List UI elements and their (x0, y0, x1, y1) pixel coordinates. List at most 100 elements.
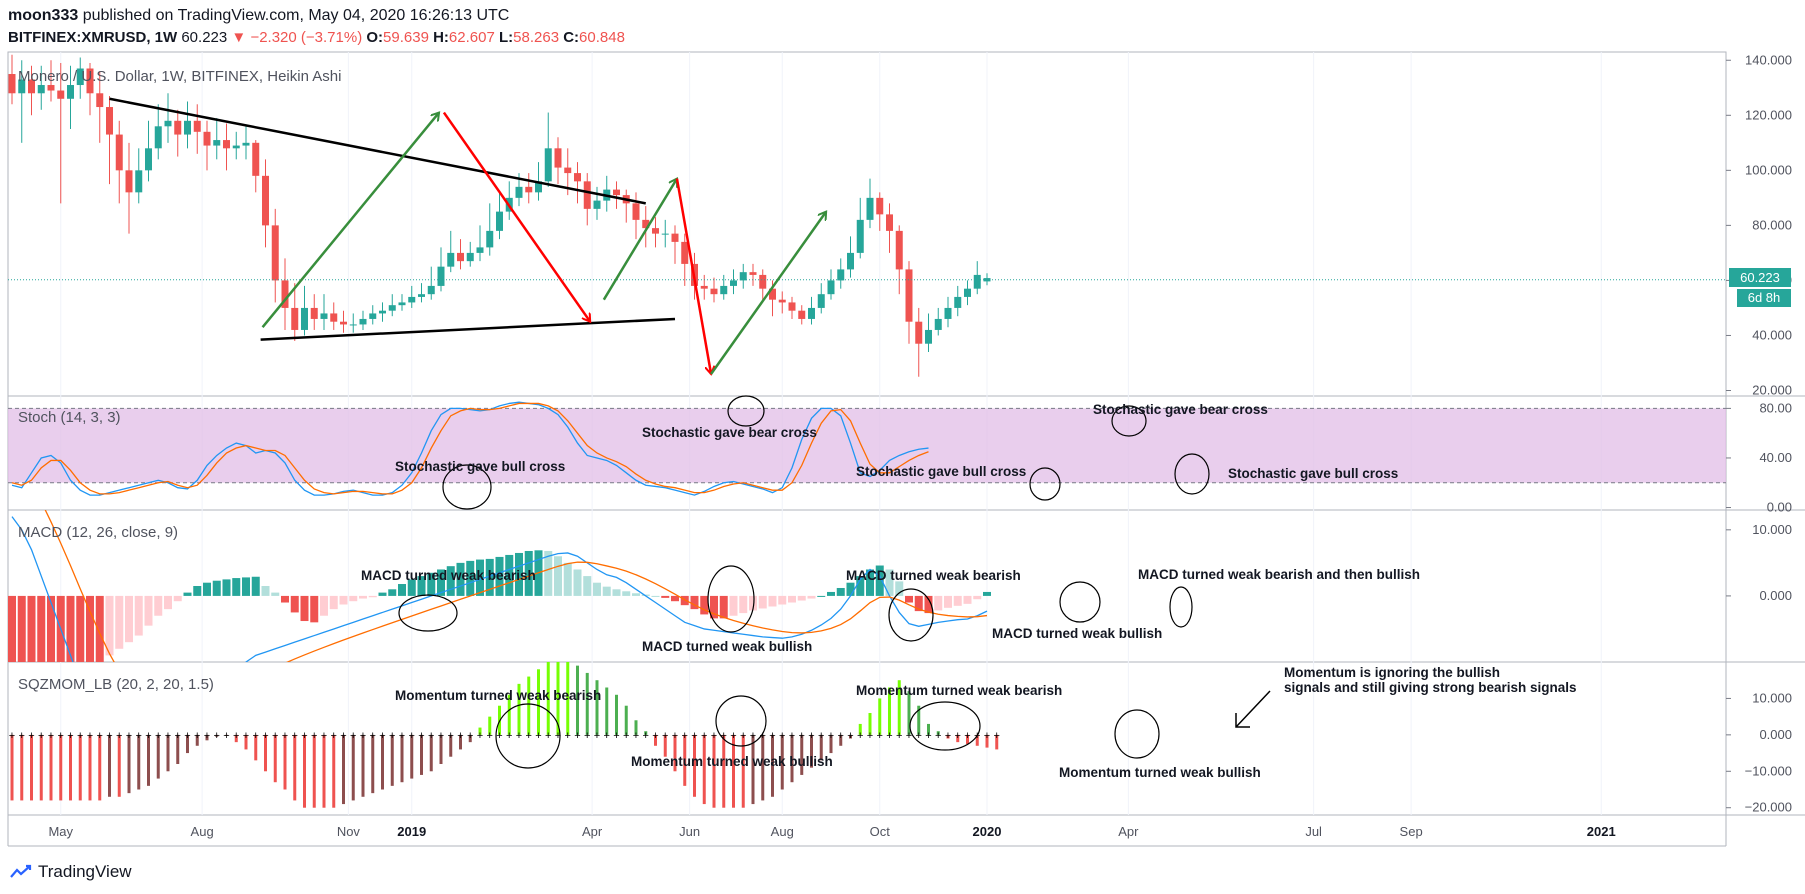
macd-histogram-bar (183, 592, 192, 596)
macd-histogram-bar (378, 592, 387, 596)
footer-brand[interactable]: TradingView (38, 862, 132, 881)
squeeze-dot: + (925, 730, 931, 742)
annotation-circle (1174, 453, 1210, 495)
sqzmom-bar (995, 734, 999, 750)
macd-histogram-bar (427, 572, 436, 596)
change-arrow-icon: ▼ (231, 29, 247, 46)
macd-histogram-bar (651, 595, 660, 597)
candle-body (827, 280, 835, 295)
squeeze-dot: + (448, 730, 454, 742)
stoch-bear-cross-label-2: Stochastic gave bear cross (1093, 402, 1268, 417)
squeeze-dot: + (301, 730, 307, 742)
candle-body (661, 233, 669, 235)
x-axis-label: Jul (1305, 824, 1322, 839)
squeeze-dot: + (233, 730, 239, 742)
sqzmom-bar (117, 734, 121, 797)
squeeze-dot: + (516, 730, 522, 742)
sqzmom-bar (410, 734, 414, 779)
candle-body (232, 145, 240, 149)
macd-histogram-bar (271, 592, 280, 596)
macd-histogram-bar (398, 584, 406, 596)
annotation-circle (1114, 709, 1160, 759)
macd-histogram-bar (134, 595, 143, 636)
squeeze-dot: + (487, 730, 493, 742)
candle-body (895, 230, 903, 270)
squeeze-dot: + (87, 730, 93, 742)
candle-body (437, 266, 445, 286)
high-label: H: (433, 29, 449, 46)
candle-body (925, 329, 932, 344)
sqzmom-bar (693, 734, 696, 797)
macd-histogram-bar (66, 595, 75, 662)
sqzmom-bar (234, 734, 238, 743)
squeeze-dot: + (799, 730, 805, 742)
squeeze-dot: + (945, 730, 951, 742)
author-name[interactable]: moon333 (8, 7, 79, 24)
current-price-value: 60.223 (1740, 270, 1780, 285)
macd-histogram-bar (86, 595, 94, 662)
candle-body (574, 173, 581, 182)
candle-body (613, 189, 620, 196)
squeeze-dot: + (350, 730, 356, 742)
macd-histogram-bar (710, 595, 718, 619)
sqzmom-bar (517, 683, 521, 735)
candle-body (544, 148, 552, 182)
macd-histogram-bar (632, 593, 640, 596)
macd-histogram-bar (671, 595, 679, 602)
macd-histogram-bar (924, 595, 933, 614)
sqzmom-bar (975, 734, 979, 746)
green-arrow-2 (602, 179, 677, 301)
candle-body (769, 288, 776, 300)
sqzmom-bar (800, 734, 804, 775)
squeeze-dot: + (418, 730, 424, 742)
squeeze-dot: + (623, 730, 629, 742)
candle-body (583, 181, 591, 209)
sqzmom-bar (273, 734, 277, 783)
squeeze-dot: + (818, 730, 824, 742)
macd-histogram-bar (563, 562, 572, 596)
squeeze-dot: + (555, 730, 561, 742)
candle-body (525, 186, 533, 193)
stoch-panel-title: Stoch (14, 3, 3) (18, 409, 121, 426)
x-axis-label: Apr (1118, 824, 1139, 839)
low-value: 58.263 (513, 29, 560, 46)
candle-body (476, 247, 484, 253)
squeeze-dot: + (136, 730, 142, 742)
squeeze-dot: + (360, 730, 366, 742)
candle-body (76, 68, 84, 86)
sqzmom-bar (400, 734, 404, 783)
x-axis-label: Sep (1400, 824, 1423, 839)
sqzmom-bar (351, 734, 355, 801)
sqzmom-bar (429, 734, 433, 772)
x-axis-label: May (48, 824, 73, 839)
candle-body (310, 307, 318, 319)
sqzmom-bar (595, 680, 599, 735)
macd-histogram-bar (446, 566, 455, 596)
candle-body (535, 181, 542, 193)
squeeze-dot: + (730, 730, 736, 742)
squeeze-dot: + (779, 730, 785, 742)
sqzmom-bar (381, 734, 384, 790)
annotation-circle (1169, 586, 1193, 628)
macd-bull-label-1: MACD turned weak bullish (642, 639, 812, 654)
low-label: L: (498, 29, 514, 46)
candle-body (427, 285, 435, 295)
tradingview-logo-icon (10, 864, 32, 878)
macd-histogram-bar (76, 595, 85, 662)
macd-bear-bull-label: MACD turned weak bearish and then bullis… (1138, 567, 1420, 582)
macd-histogram-bar (476, 559, 484, 596)
annotation-circle (495, 703, 561, 769)
open-label: O: (366, 29, 384, 46)
squeeze-dot: + (38, 730, 44, 742)
sqzmom-bar (215, 734, 219, 737)
candle-body (954, 296, 962, 308)
panel-frames (7, 51, 1805, 847)
sqzmom-bar (985, 734, 989, 748)
candle-body (271, 225, 279, 281)
squeeze-dot: + (984, 730, 990, 742)
squeeze-dot: + (964, 730, 970, 742)
open-value: 59.639 (383, 29, 429, 46)
macd-histogram-bar (300, 595, 309, 622)
squeeze-dot: + (808, 730, 814, 742)
